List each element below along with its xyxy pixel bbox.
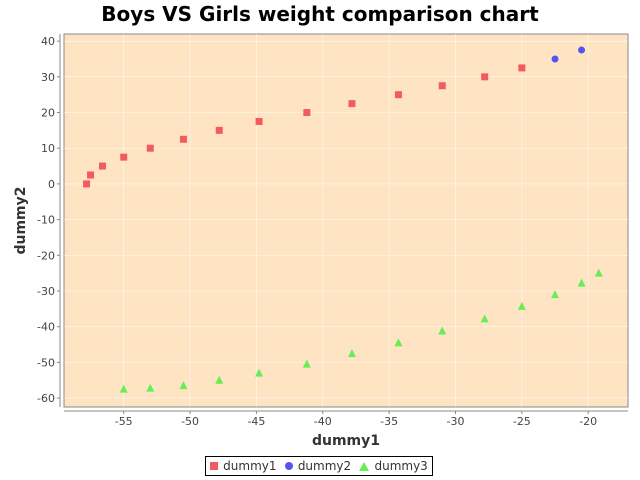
- dummy2-point: [551, 55, 559, 63]
- y-axis-title: dummy2: [13, 186, 29, 254]
- legend-item-dummy3: dummy3: [359, 459, 428, 473]
- dummy3-point: [146, 383, 155, 392]
- dummy1-point: [179, 135, 187, 143]
- square-icon: [210, 462, 219, 470]
- x-tick-label: -40: [314, 415, 332, 428]
- dummy3-point: [577, 278, 586, 287]
- legend: dummy1 dummy2 dummy3: [205, 456, 433, 476]
- dummy1-point: [481, 73, 489, 81]
- dummy3-point: [347, 348, 356, 357]
- y-tick-label: 20: [41, 107, 55, 120]
- dummy1-point: [98, 162, 106, 170]
- x-tick-label: -35: [380, 415, 398, 428]
- y-tick-label: -60: [37, 392, 55, 405]
- dummy3-point: [255, 368, 264, 377]
- dummy1-point: [120, 153, 128, 161]
- chart-title: Boys VS Girls weight comparison chart: [101, 2, 539, 26]
- legend-item-dummy2: dummy2: [284, 459, 352, 473]
- dummy3-point: [517, 301, 526, 310]
- dummy3-point: [480, 314, 489, 323]
- dummy1-point: [83, 180, 91, 188]
- y-tick-label: 30: [41, 71, 55, 84]
- x-tick-label: -55: [115, 415, 133, 428]
- dummy1-point: [87, 171, 95, 179]
- y-tick-label: -10: [37, 214, 55, 227]
- y-tick-label: 0: [48, 178, 55, 191]
- x-tick-label: -25: [513, 415, 531, 428]
- y-tick-label: 40: [41, 35, 55, 48]
- y-tick-label: -30: [37, 285, 55, 298]
- dummy3-point: [302, 359, 311, 368]
- dummy3-point: [215, 375, 224, 384]
- dummy1-point: [518, 64, 526, 72]
- dummy1-point: [303, 109, 311, 117]
- x-tick-label: -50: [181, 415, 199, 428]
- legend-item-dummy1: dummy1: [210, 459, 277, 473]
- dummy2-point: [578, 46, 586, 54]
- y-tick-label: -40: [37, 321, 55, 334]
- triangle-icon: [359, 461, 370, 471]
- dummy3-point: [119, 384, 128, 393]
- dummy1-point: [255, 117, 263, 125]
- circle-icon: [284, 462, 293, 470]
- x-axis-title: dummy1: [312, 433, 380, 449]
- dummy1-point: [348, 100, 356, 108]
- dummy1-point: [215, 126, 223, 134]
- dummy3-point: [179, 381, 188, 390]
- dummy1-point: [438, 82, 446, 90]
- dummy3-point: [438, 326, 447, 335]
- y-tick-label: -50: [37, 356, 55, 369]
- legend-label: dummy2: [297, 459, 352, 473]
- legend-label: dummy3: [374, 459, 428, 473]
- y-tick-label: 10: [41, 142, 55, 155]
- x-tick-label: -20: [579, 415, 597, 428]
- plot-area: [63, 33, 629, 408]
- dummy1-point: [146, 144, 154, 152]
- x-tick-label: -30: [446, 415, 464, 428]
- dummy3-point: [594, 268, 603, 277]
- y-tick-label: -20: [37, 249, 55, 262]
- dummy1-point: [394, 91, 402, 99]
- dummy3-point: [551, 290, 560, 299]
- legend-label: dummy1: [223, 459, 277, 473]
- x-tick-label: -45: [247, 415, 265, 428]
- dummy3-point: [394, 338, 403, 347]
